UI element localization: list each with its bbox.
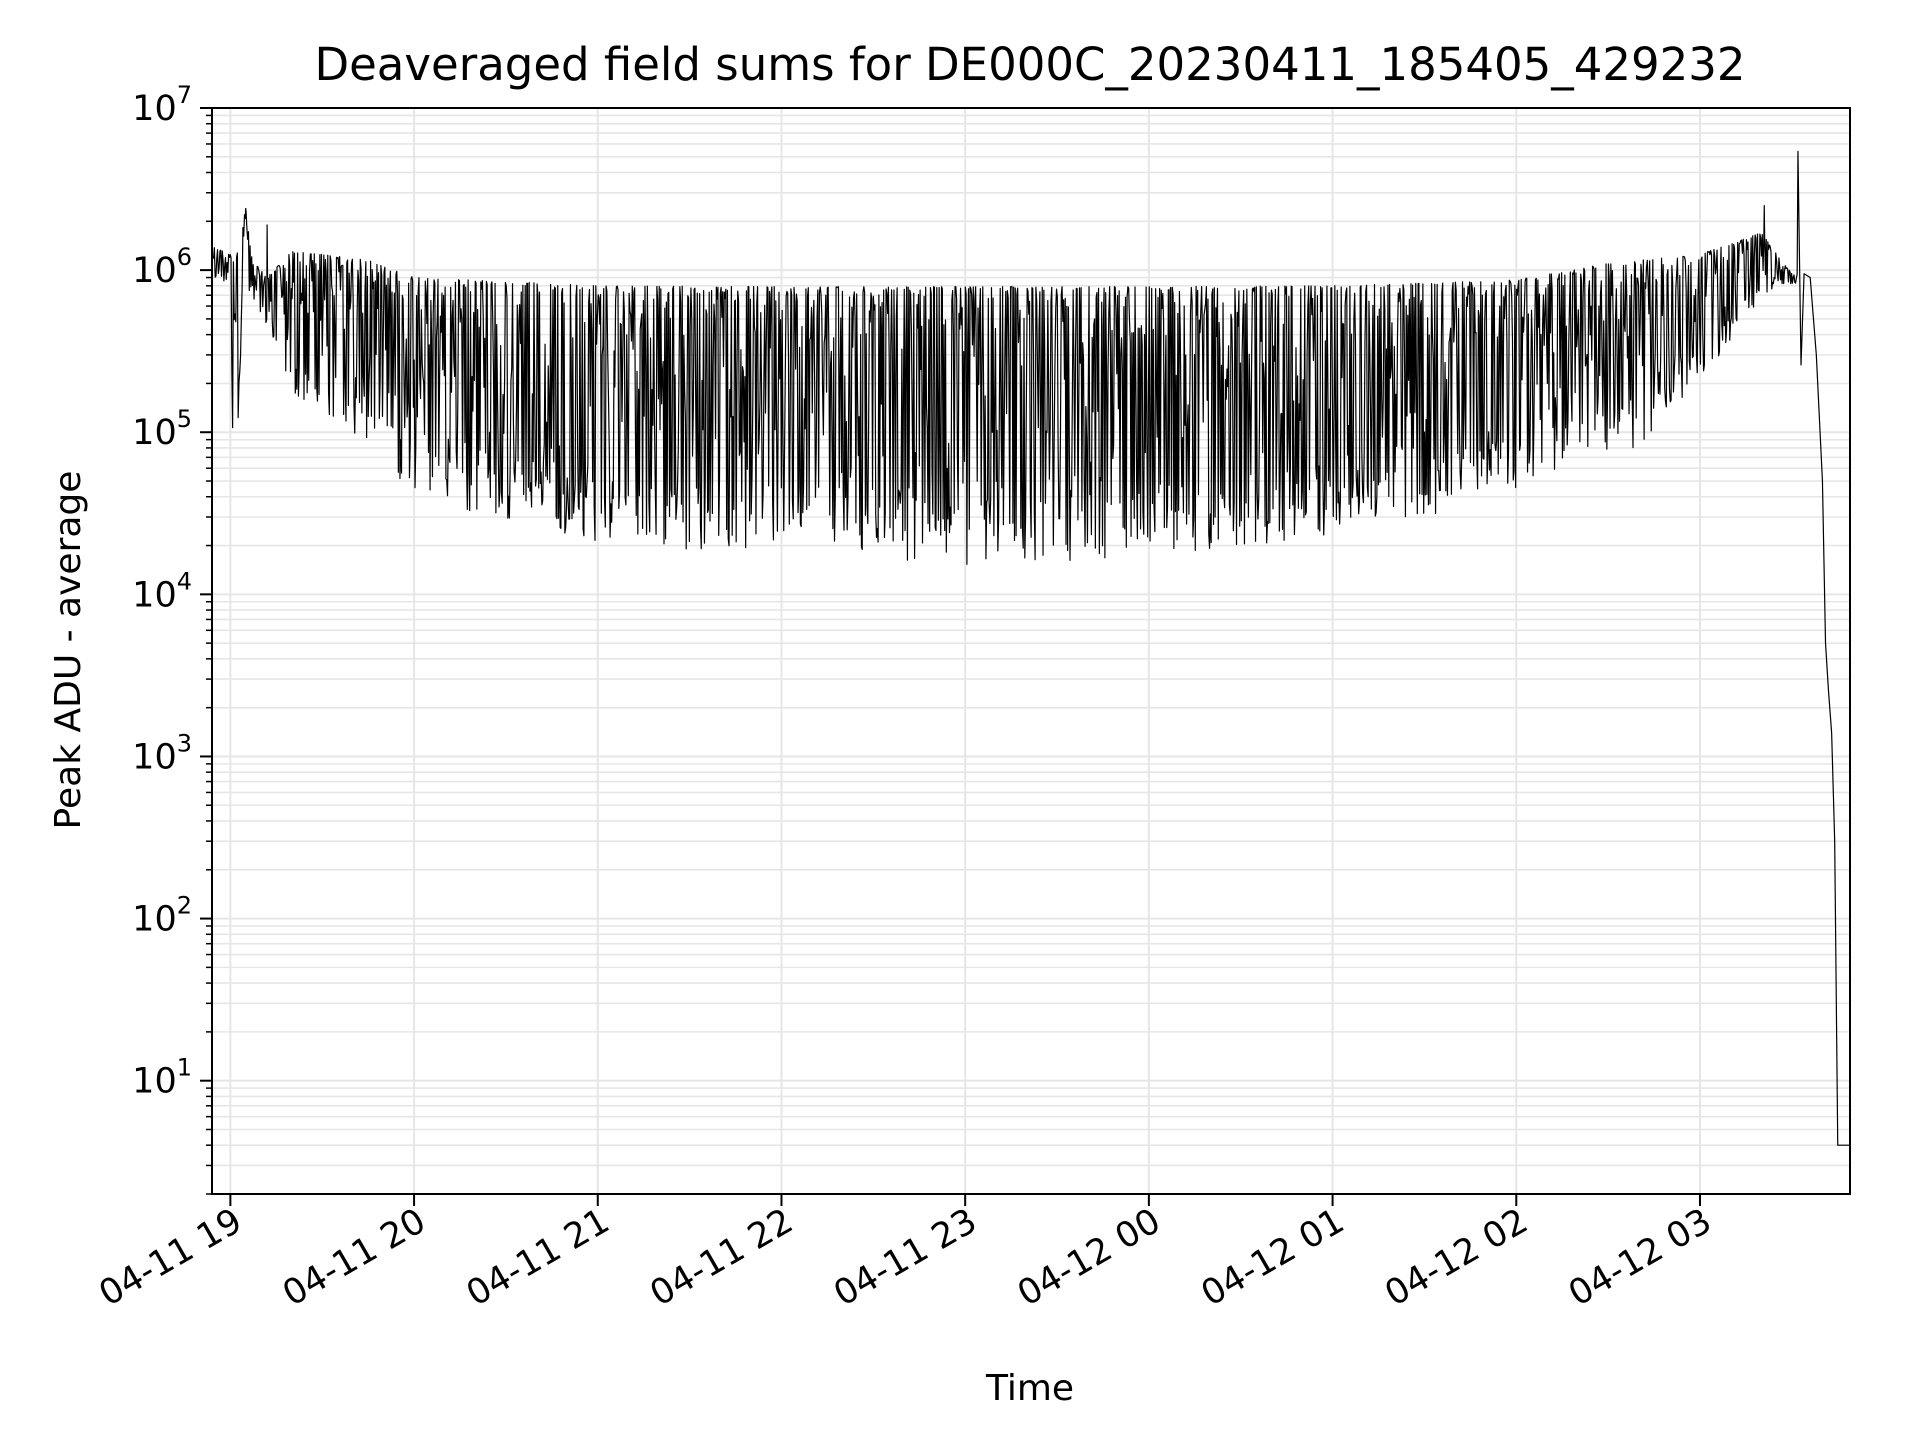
x-tick-label: 04-12 01 [1195, 1201, 1351, 1314]
y-axis-label: Peak ADU - average [48, 471, 89, 830]
x-tick-label: 04-12 02 [1378, 1201, 1534, 1314]
plot-frame [211, 107, 1851, 1195]
y-tick-label: 107 [132, 81, 192, 129]
grid-lines [212, 108, 1850, 1195]
x-tick-label: 04-12 00 [1011, 1201, 1167, 1314]
x-tick-label: 04-11 19 [93, 1201, 249, 1314]
x-tick-label: 04-12 03 [1562, 1201, 1718, 1314]
y-tick-label: 103 [132, 729, 192, 777]
series-line [211, 150, 1850, 1146]
y-tick-label: 105 [132, 405, 192, 453]
chart-title: Deaveraged field sums for DE000C_2023041… [314, 38, 1745, 91]
series-layer [211, 150, 1850, 1146]
x-axis-ticks: 04-11 19 04-11 20 04-11 21 04-11 22 04-11 23… [93, 1194, 1718, 1314]
x-tick-label: 04-11 22 [644, 1201, 800, 1314]
x-axis-label: Time [985, 1368, 1074, 1409]
y-tick-label: 102 [132, 892, 192, 940]
x-tick-label: 04-11 23 [827, 1201, 983, 1314]
y-tick-label: 106 [132, 243, 192, 291]
y-tick-label: 101 [132, 1054, 192, 1102]
x-tick-label: 04-11 20 [276, 1201, 432, 1314]
y-axis-ticks: 101 102 103 104 105 106 107 [132, 81, 212, 1195]
y-tick-label: 104 [132, 567, 192, 615]
x-tick-label: 04-11 21 [460, 1201, 616, 1314]
